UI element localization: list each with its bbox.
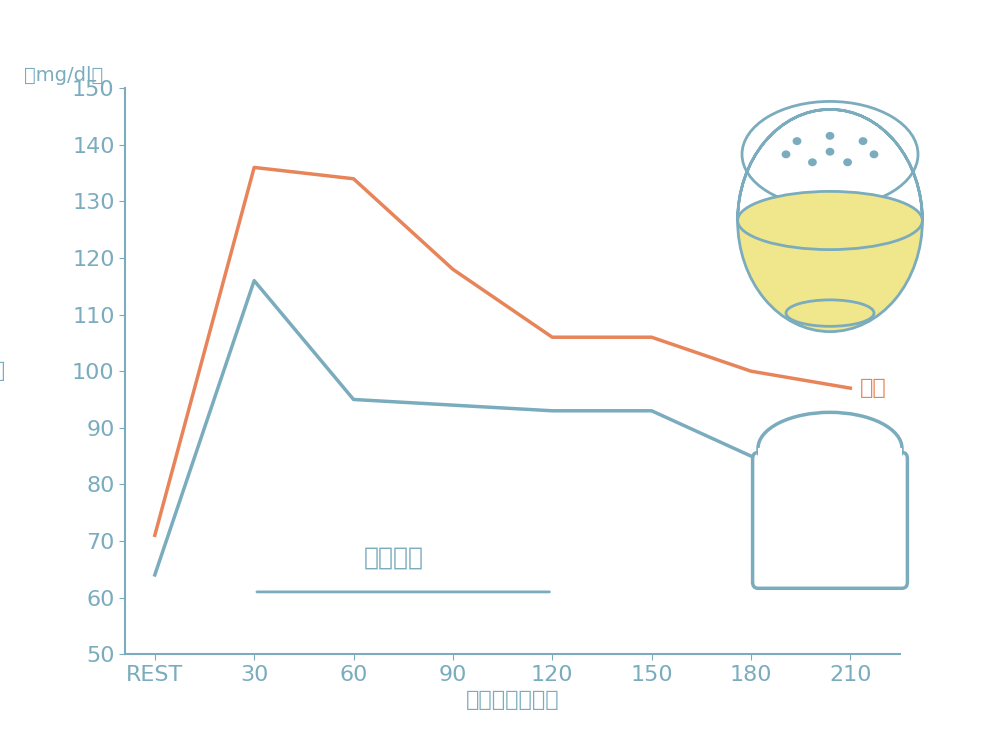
Ellipse shape	[738, 191, 922, 250]
X-axis label: 経過時間（分）: 経過時間（分）	[466, 690, 559, 710]
Wedge shape	[738, 220, 922, 331]
Ellipse shape	[758, 412, 902, 484]
Ellipse shape	[826, 148, 834, 156]
Ellipse shape	[782, 151, 790, 158]
Ellipse shape	[808, 158, 817, 166]
Text: 洋食: 洋食	[860, 452, 887, 472]
Wedge shape	[738, 110, 922, 220]
Ellipse shape	[742, 101, 918, 207]
Text: 血糖値: 血糖値	[0, 361, 6, 381]
Text: 和食: 和食	[860, 378, 887, 398]
Ellipse shape	[786, 300, 874, 326]
Ellipse shape	[859, 137, 867, 145]
Ellipse shape	[826, 132, 834, 140]
Text: 頭脳労働: 頭脳労働	[363, 545, 423, 570]
Bar	[758, 448, 902, 490]
FancyBboxPatch shape	[753, 453, 907, 588]
Ellipse shape	[870, 151, 878, 158]
Ellipse shape	[793, 137, 801, 145]
Text: （mg/dl）: （mg/dl）	[24, 65, 104, 85]
Ellipse shape	[843, 158, 852, 166]
